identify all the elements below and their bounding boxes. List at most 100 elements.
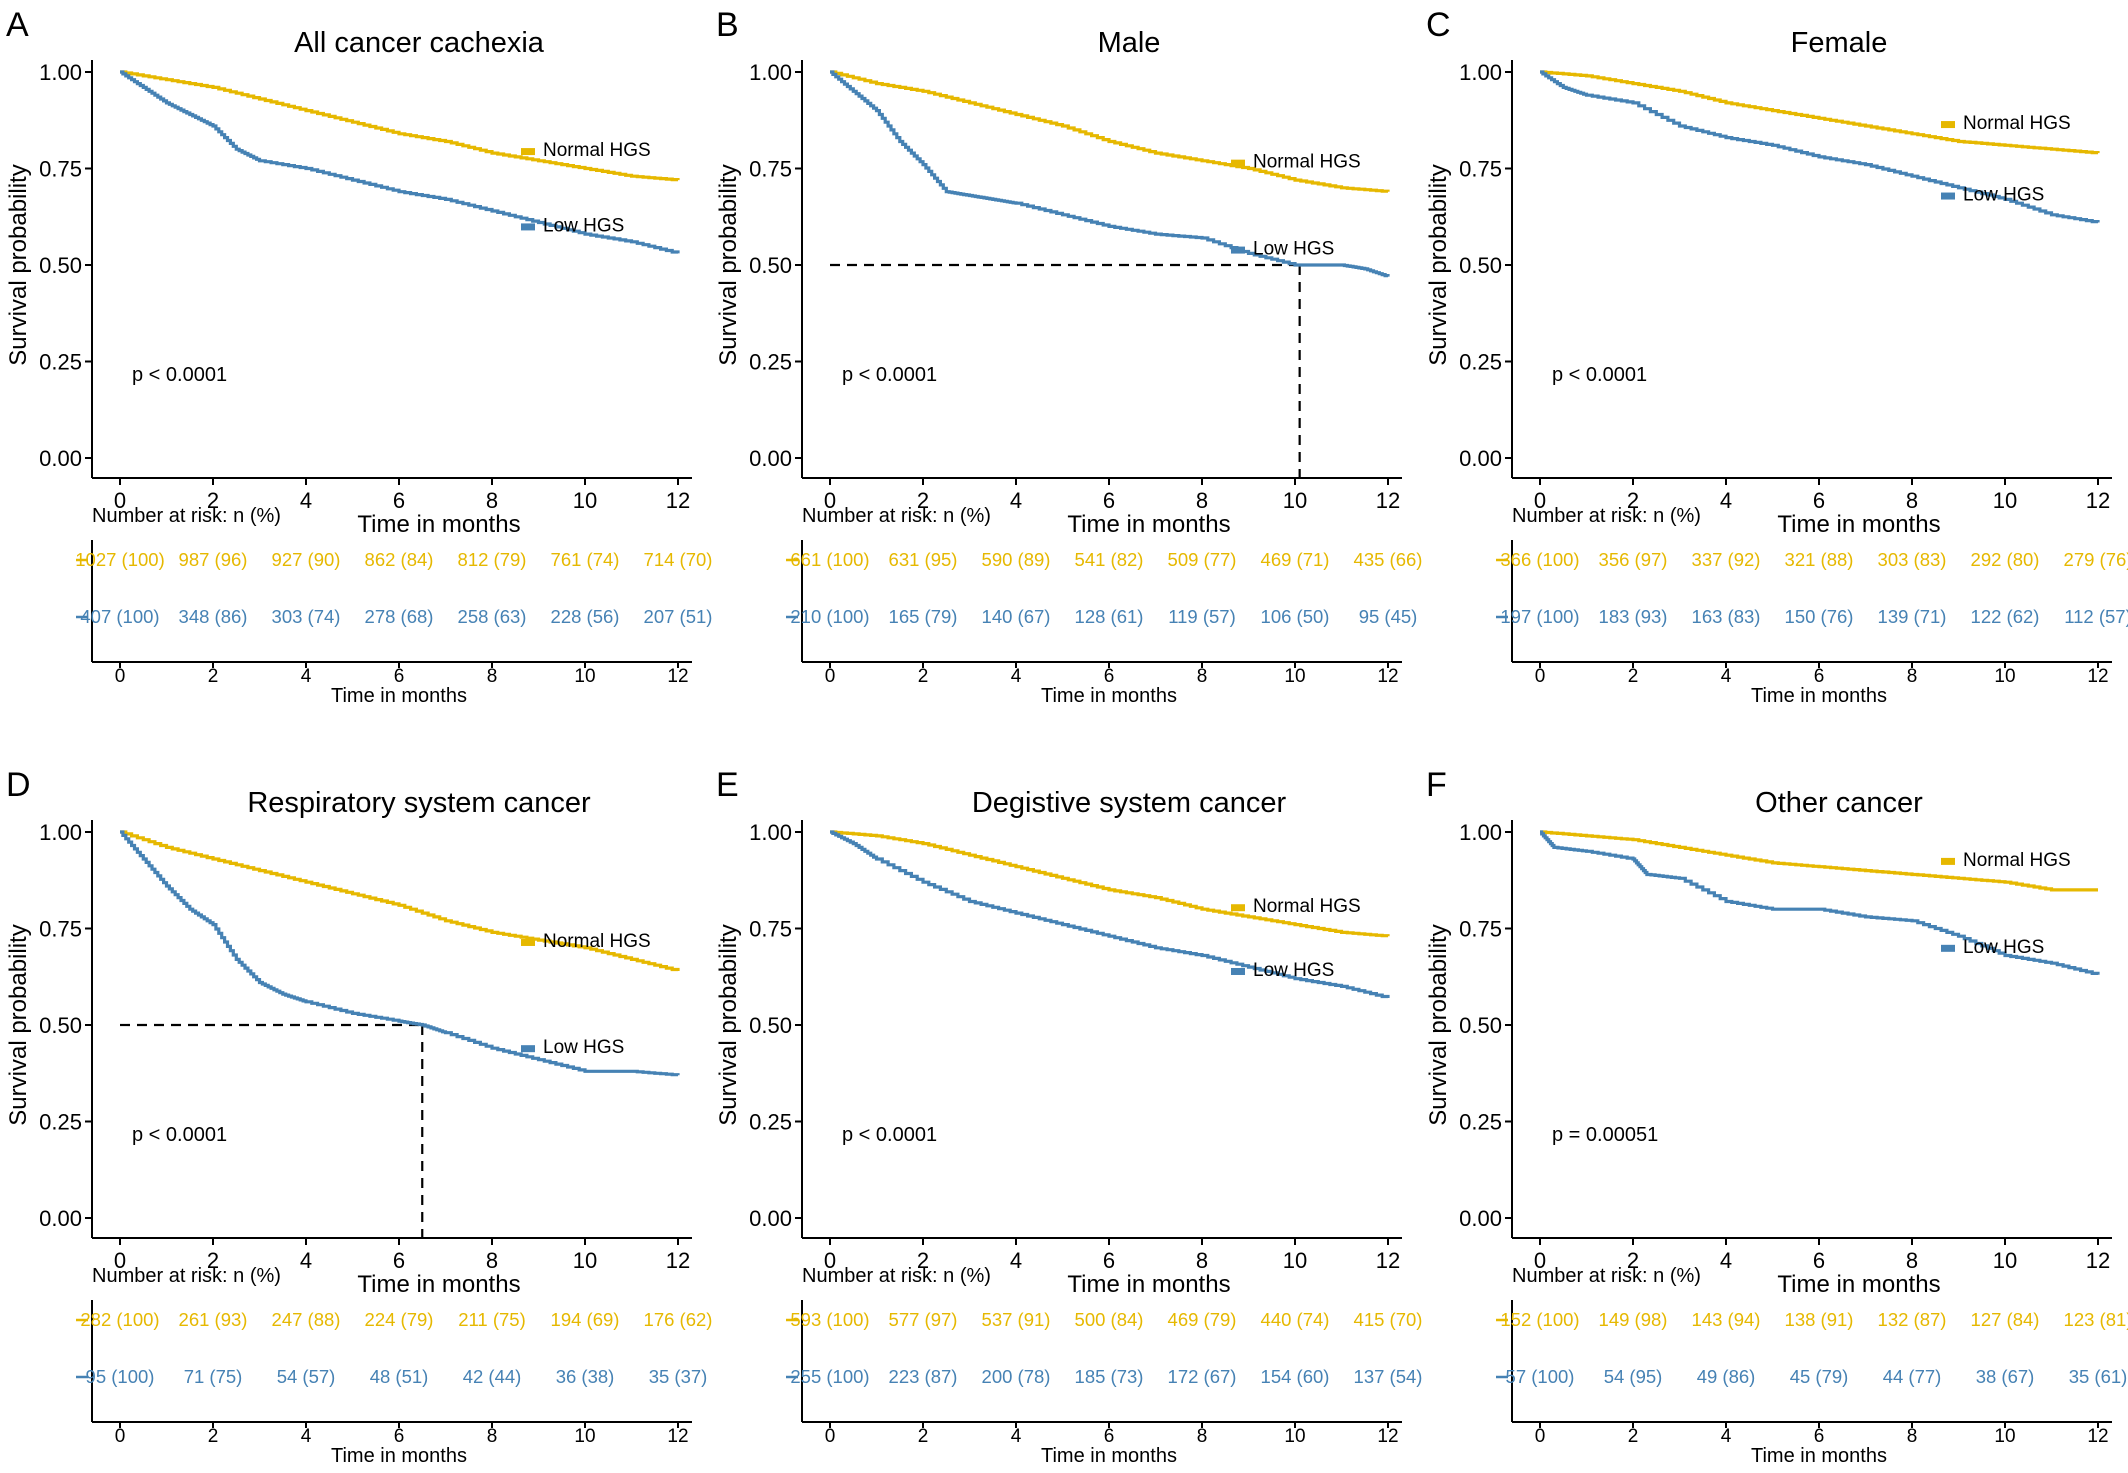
risk-table-x-tick-label: 10: [574, 666, 595, 687]
risk-cell-normal-hgs: 541 (82): [1075, 549, 1144, 570]
x-tick-label: 8: [1196, 1248, 1208, 1273]
x-tick-label: 2: [207, 1248, 219, 1273]
legend-label-low-hgs: Low HGS: [1253, 960, 1334, 981]
x-tick-label: 10: [1283, 488, 1307, 513]
legend-label-low-hgs: Low HGS: [1253, 239, 1334, 260]
risk-table-x-label: Time in months: [331, 1445, 467, 1467]
x-axis-label: Time in months: [357, 1271, 520, 1298]
risk-cell-low-hgs: 207 (51): [644, 606, 713, 627]
risk-cell-normal-hgs: 194 (69): [551, 1309, 620, 1330]
x-tick-label: 2: [207, 488, 219, 513]
y-axis-label: Survival probability: [5, 924, 32, 1125]
risk-table-x-tick-label: 12: [667, 666, 688, 687]
risk-table-header: Number at risk: n (%): [802, 1265, 991, 1287]
risk-cell-low-hgs: 71 (75): [184, 1366, 243, 1387]
x-tick-label: 0: [824, 488, 836, 513]
x-tick-label: 12: [2086, 1248, 2110, 1273]
risk-cell-low-hgs: 44 (77): [1883, 1366, 1942, 1387]
panel-letter: E: [716, 766, 739, 804]
risk-cell-low-hgs: 119 (57): [1168, 606, 1236, 627]
risk-cell-low-hgs: 49 (86): [1697, 1366, 1756, 1387]
x-tick-label: 6: [393, 1248, 405, 1273]
curve-normal-hgs: [120, 830, 680, 972]
y-axis-label: Survival probability: [715, 924, 742, 1125]
chart-title: Other cancer: [1755, 787, 1923, 819]
legend-label-normal-hgs: Normal HGS: [1253, 896, 1361, 917]
y-tick-label: 0.75: [1459, 157, 1502, 182]
risk-cell-low-hgs: 183 (93): [1599, 606, 1668, 627]
risk-table-x-tick-label: 10: [1994, 666, 2015, 687]
y-tick-label: 0.00: [39, 1206, 82, 1231]
curve-normal-hgs: [1540, 830, 2098, 892]
risk-table-x-tick-label: 0: [115, 1426, 126, 1447]
x-tick-label: 8: [486, 1248, 498, 1273]
risk-cell-low-hgs: 57 (100): [1506, 1366, 1575, 1387]
y-tick-label: 0.75: [749, 157, 792, 182]
y-tick-label: 0.50: [1459, 1013, 1502, 1038]
x-tick-label: 12: [2086, 488, 2110, 513]
risk-table-x-tick-label: 4: [301, 1426, 312, 1447]
legend-swatch-normal-hgs: [1231, 904, 1245, 912]
p-value: p < 0.0001: [132, 1124, 227, 1146]
risk-cell-low-hgs: 223 (87): [889, 1366, 958, 1387]
risk-cell-normal-hgs: 224 (79): [365, 1309, 434, 1330]
x-axis-label: Time in months: [1067, 511, 1230, 538]
risk-cell-low-hgs: 139 (71): [1878, 606, 1947, 627]
risk-table-x-tick-label: 12: [1377, 666, 1398, 687]
risk-cell-normal-hgs: 143 (94): [1692, 1309, 1761, 1330]
x-tick-label: 4: [300, 488, 312, 513]
legend-label-low-hgs: Low HGS: [1963, 937, 2044, 958]
curve-low-hgs: [1540, 70, 2100, 224]
risk-cell-normal-hgs: 509 (77): [1168, 549, 1237, 570]
panel-letter: A: [6, 6, 29, 44]
risk-cell-low-hgs: 35 (61): [2069, 1366, 2128, 1387]
risk-table-x-label: Time in months: [1041, 1445, 1177, 1467]
p-value: p < 0.0001: [132, 364, 227, 386]
x-tick-label: 6: [1103, 488, 1115, 513]
x-tick-label: 0: [824, 1248, 836, 1273]
y-tick-label: 1.00: [39, 820, 82, 845]
risk-table-x-tick-label: 8: [1907, 1426, 1918, 1447]
risk-cell-low-hgs: 278 (68): [365, 606, 434, 627]
risk-cell-normal-hgs: 435 (66): [1354, 549, 1423, 570]
risk-cell-low-hgs: 407 (100): [80, 606, 159, 627]
risk-cell-normal-hgs: 261 (93): [179, 1309, 248, 1330]
x-tick-label: 0: [114, 488, 126, 513]
risk-table-x-tick-label: 4: [1011, 666, 1022, 687]
risk-cell-low-hgs: 45 (79): [1790, 1366, 1849, 1387]
risk-table-x-tick-label: 4: [301, 666, 312, 687]
risk-cell-normal-hgs: 537 (91): [982, 1309, 1051, 1330]
risk-table-x-tick-label: 0: [1535, 1426, 1546, 1447]
x-tick-label: 2: [1627, 1248, 1639, 1273]
panel-E: E Degistive system cancer 0.00 0.25 0.50 0.75…: [715, 766, 1422, 1467]
legend-swatch-low-hgs: [1231, 967, 1245, 975]
risk-table-header: Number at risk: n (%): [1512, 1265, 1701, 1287]
y-tick-label: 0.00: [1459, 446, 1502, 471]
risk-cell-low-hgs: 106 (50): [1261, 606, 1330, 627]
y-tick-label: 0.75: [749, 917, 792, 942]
x-axis-label: Time in months: [357, 511, 520, 538]
x-tick-label: 2: [917, 1248, 929, 1273]
legend-swatch-normal-hgs: [521, 148, 535, 156]
x-tick-label: 4: [1010, 1248, 1022, 1273]
y-tick-label: 1.00: [749, 60, 792, 85]
risk-table-header: Number at risk: n (%): [1512, 505, 1701, 527]
legend-label-normal-hgs: Normal HGS: [543, 931, 651, 952]
curve-low-hgs: [1540, 830, 2100, 975]
panel-letter: C: [1426, 6, 1451, 44]
risk-cell-low-hgs: 54 (57): [277, 1366, 336, 1387]
legend-label-normal-hgs: Normal HGS: [1963, 113, 2071, 134]
risk-cell-normal-hgs: 590 (89): [982, 549, 1051, 570]
risk-cell-low-hgs: 95 (100): [86, 1366, 155, 1387]
x-tick-label: 10: [1283, 1248, 1307, 1273]
legend-swatch-low-hgs: [521, 1045, 535, 1053]
risk-table-x-tick-label: 6: [394, 666, 405, 687]
risk-cell-low-hgs: 36 (38): [556, 1366, 615, 1387]
risk-table-x-tick-label: 6: [1104, 1426, 1115, 1447]
risk-table-x-tick-label: 12: [1377, 1426, 1398, 1447]
risk-cell-normal-hgs: 366 (100): [1500, 549, 1579, 570]
risk-cell-normal-hgs: 714 (70): [644, 549, 713, 570]
y-axis-label: Survival probability: [715, 164, 742, 365]
risk-cell-normal-hgs: 149 (98): [1599, 1309, 1668, 1330]
